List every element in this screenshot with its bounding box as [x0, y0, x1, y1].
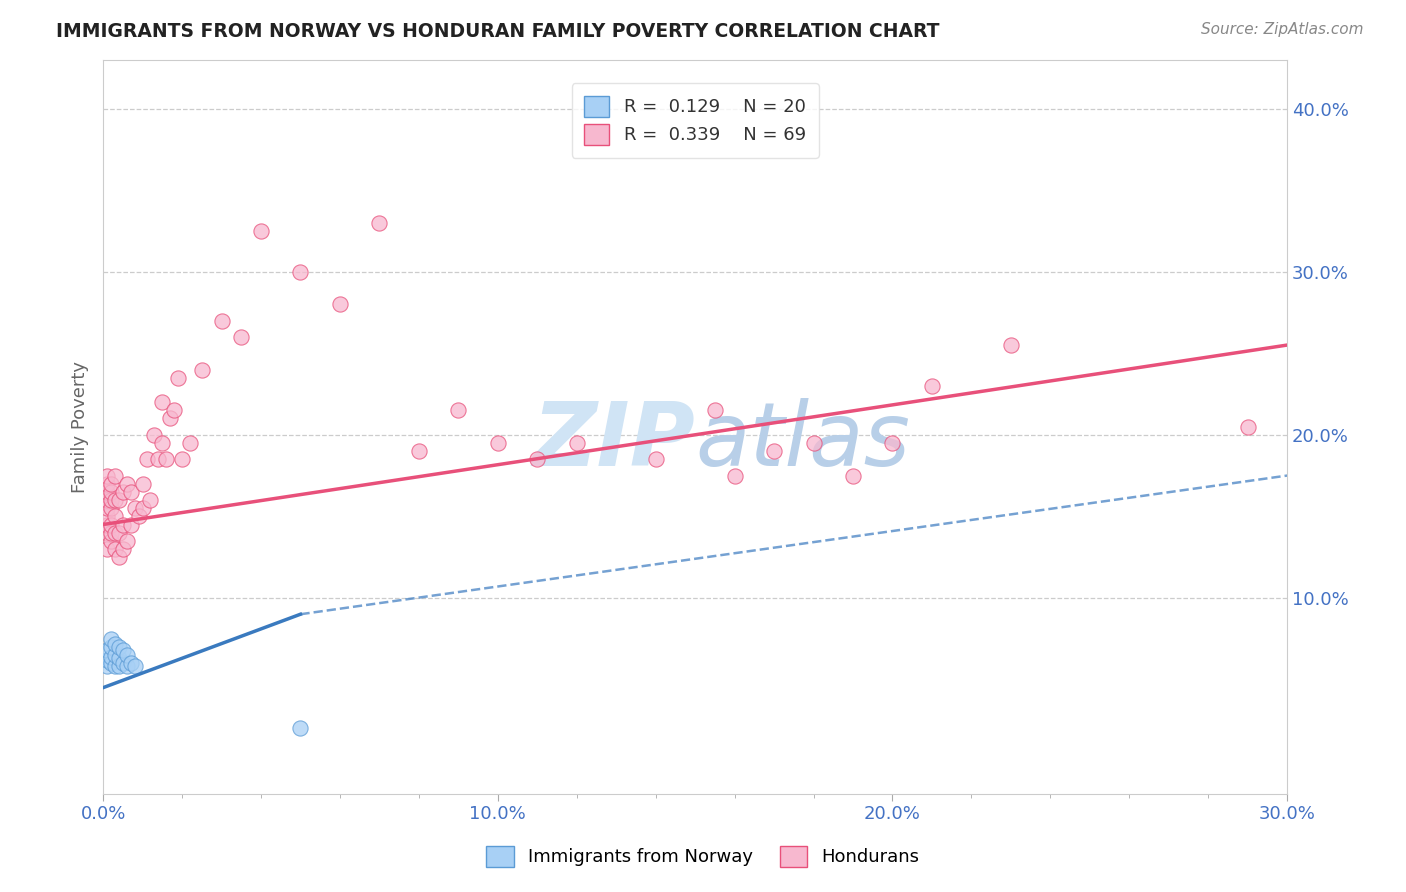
Point — [368, 216, 391, 230]
Point — [100, 484, 122, 499]
Point — [96, 476, 118, 491]
Point — [150, 436, 173, 450]
Point — [115, 533, 138, 548]
Point — [124, 501, 146, 516]
Point — [104, 637, 127, 651]
Point — [96, 653, 118, 667]
Point — [150, 395, 173, 409]
Legend: Immigrants from Norway, Hondurans: Immigrants from Norway, Hondurans — [479, 838, 927, 874]
Point — [115, 659, 138, 673]
Point — [644, 452, 666, 467]
Point — [111, 517, 134, 532]
Point — [108, 550, 131, 565]
Point — [231, 330, 253, 344]
Point — [108, 493, 131, 508]
Point — [100, 533, 122, 548]
Point — [111, 643, 134, 657]
Point — [135, 452, 157, 467]
Point — [526, 452, 548, 467]
Point — [486, 436, 509, 450]
Point — [96, 484, 118, 499]
Point — [100, 640, 122, 654]
Point — [128, 509, 150, 524]
Point — [163, 403, 186, 417]
Point — [565, 436, 588, 450]
Point — [290, 722, 312, 736]
Point — [100, 493, 122, 508]
Point — [100, 517, 122, 532]
Point — [96, 501, 118, 516]
Point — [882, 436, 904, 450]
Point — [408, 444, 430, 458]
Point — [139, 493, 162, 508]
Point — [100, 632, 122, 646]
Point — [290, 265, 312, 279]
Point — [131, 501, 153, 516]
Point — [96, 493, 118, 508]
Point — [96, 525, 118, 540]
Point — [155, 452, 177, 467]
Point — [1236, 419, 1258, 434]
Point — [167, 370, 190, 384]
Point — [108, 525, 131, 540]
Point — [921, 379, 943, 393]
Point — [96, 643, 118, 657]
Point — [100, 501, 122, 516]
Text: IMMIGRANTS FROM NORWAY VS HONDURAN FAMILY POVERTY CORRELATION CHART: IMMIGRANTS FROM NORWAY VS HONDURAN FAMIL… — [56, 22, 939, 41]
Point — [104, 493, 127, 508]
Point — [111, 541, 134, 556]
Point — [120, 656, 142, 670]
Point — [447, 403, 470, 417]
Text: Source: ZipAtlas.com: Source: ZipAtlas.com — [1201, 22, 1364, 37]
Point — [115, 648, 138, 662]
Point — [191, 362, 214, 376]
Point — [148, 452, 170, 467]
Text: ZIP: ZIP — [533, 398, 695, 485]
Point — [803, 436, 825, 450]
Point — [104, 525, 127, 540]
Point — [115, 476, 138, 491]
Point — [120, 517, 142, 532]
Point — [170, 452, 193, 467]
Point — [104, 648, 127, 662]
Point — [104, 659, 127, 673]
Y-axis label: Family Poverty: Family Poverty — [72, 360, 89, 492]
Point — [120, 484, 142, 499]
Point — [250, 224, 273, 238]
Point — [108, 640, 131, 654]
Point — [96, 541, 118, 556]
Point — [143, 427, 166, 442]
Point — [124, 659, 146, 673]
Point — [703, 403, 725, 417]
Point — [100, 649, 122, 664]
Point — [104, 509, 127, 524]
Point — [96, 517, 118, 532]
Point — [723, 468, 745, 483]
Point — [100, 476, 122, 491]
Point — [131, 476, 153, 491]
Point — [842, 468, 865, 483]
Point — [159, 411, 181, 425]
Point — [211, 313, 233, 327]
Point — [179, 436, 201, 450]
Point — [111, 484, 134, 499]
Point — [329, 297, 352, 311]
Point — [111, 656, 134, 670]
Point — [1000, 338, 1022, 352]
Point — [104, 468, 127, 483]
Point — [100, 525, 122, 540]
Point — [104, 541, 127, 556]
Point — [96, 659, 118, 673]
Point — [100, 656, 122, 670]
Legend: R =  0.129    N = 20, R =  0.339    N = 69: R = 0.129 N = 20, R = 0.339 N = 69 — [572, 83, 818, 158]
Text: atlas: atlas — [695, 399, 910, 484]
Point — [96, 468, 118, 483]
Point — [96, 509, 118, 524]
Point — [763, 444, 786, 458]
Point — [108, 651, 131, 665]
Point — [108, 659, 131, 673]
